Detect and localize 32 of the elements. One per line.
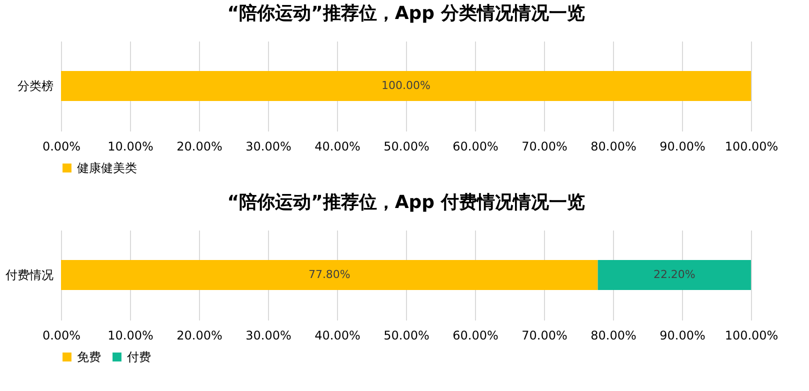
- legend-label: 付费: [126, 350, 151, 364]
- y-tick-label: 付费情况: [4, 268, 54, 282]
- data-label: 77.80%: [308, 268, 350, 281]
- x-tick-label: 90.00%: [660, 328, 706, 342]
- chart-title: “陪你运动”推荐位，App 付费情况情况一览: [227, 192, 585, 213]
- x-tick-label: 100.00%: [724, 328, 778, 342]
- x-tick-label: 40.00%: [314, 328, 360, 342]
- chart-title: “陪你运动”推荐位，App 分类情况情况一览: [227, 3, 585, 24]
- x-tick-label: 40.00%: [314, 140, 360, 154]
- x-tick-label: 10.00%: [108, 140, 154, 154]
- x-tick-label: 20.00%: [176, 328, 222, 342]
- legend-label: 健康健美类: [77, 161, 137, 175]
- x-tick-label: 80.00%: [590, 140, 636, 154]
- x-tick-label: 60.00%: [452, 140, 498, 154]
- x-tick-label: 100.00%: [724, 140, 778, 154]
- x-tick-label: 30.00%: [246, 328, 292, 342]
- x-tick-label: 60.00%: [452, 328, 498, 342]
- x-tick-label: 20.00%: [176, 140, 222, 154]
- x-tick-label: 0.00%: [42, 328, 81, 342]
- x-tick-label: 50.00%: [384, 140, 430, 154]
- x-tick-label: 80.00%: [590, 328, 636, 342]
- x-tick-label: 30.00%: [246, 140, 292, 154]
- y-tick-label: 分类榜: [18, 79, 54, 93]
- x-tick-label: 90.00%: [660, 140, 706, 154]
- x-tick-label: 70.00%: [522, 140, 568, 154]
- x-tick-label: 70.00%: [522, 328, 568, 342]
- x-tick-label: 10.00%: [108, 328, 154, 342]
- legend-label: 免费: [77, 350, 101, 364]
- data-label: 100.00%: [382, 79, 430, 92]
- x-tick-label: 50.00%: [384, 328, 430, 342]
- x-tick-label: 0.00%: [42, 140, 81, 154]
- data-label: 22.20%: [653, 268, 696, 281]
